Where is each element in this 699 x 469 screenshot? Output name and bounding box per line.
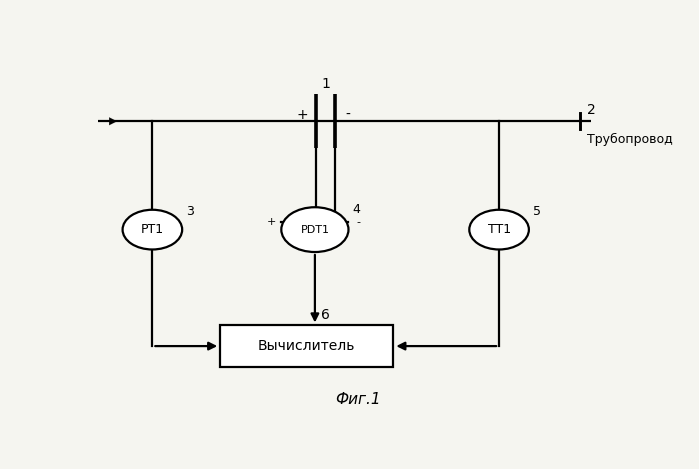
Text: -: -: [356, 217, 360, 227]
Circle shape: [122, 210, 182, 250]
Text: 2: 2: [587, 103, 596, 117]
Text: TT1: TT1: [487, 223, 511, 236]
Text: Трубопровод: Трубопровод: [587, 133, 672, 146]
Text: -: -: [345, 108, 350, 122]
Circle shape: [281, 207, 349, 252]
Text: Вычислитель: Вычислитель: [258, 339, 356, 353]
Text: 1: 1: [322, 76, 330, 91]
Text: 5: 5: [533, 204, 541, 218]
Text: +: +: [267, 217, 276, 227]
Text: PDT1: PDT1: [301, 225, 329, 234]
Text: 4: 4: [353, 203, 361, 216]
Text: PT1: PT1: [140, 223, 164, 236]
Text: 3: 3: [187, 204, 194, 218]
Text: Фиг.1: Фиг.1: [336, 392, 381, 407]
Circle shape: [469, 210, 529, 250]
Text: 6: 6: [322, 308, 330, 322]
Text: +: +: [296, 108, 308, 122]
Bar: [220, 325, 394, 367]
